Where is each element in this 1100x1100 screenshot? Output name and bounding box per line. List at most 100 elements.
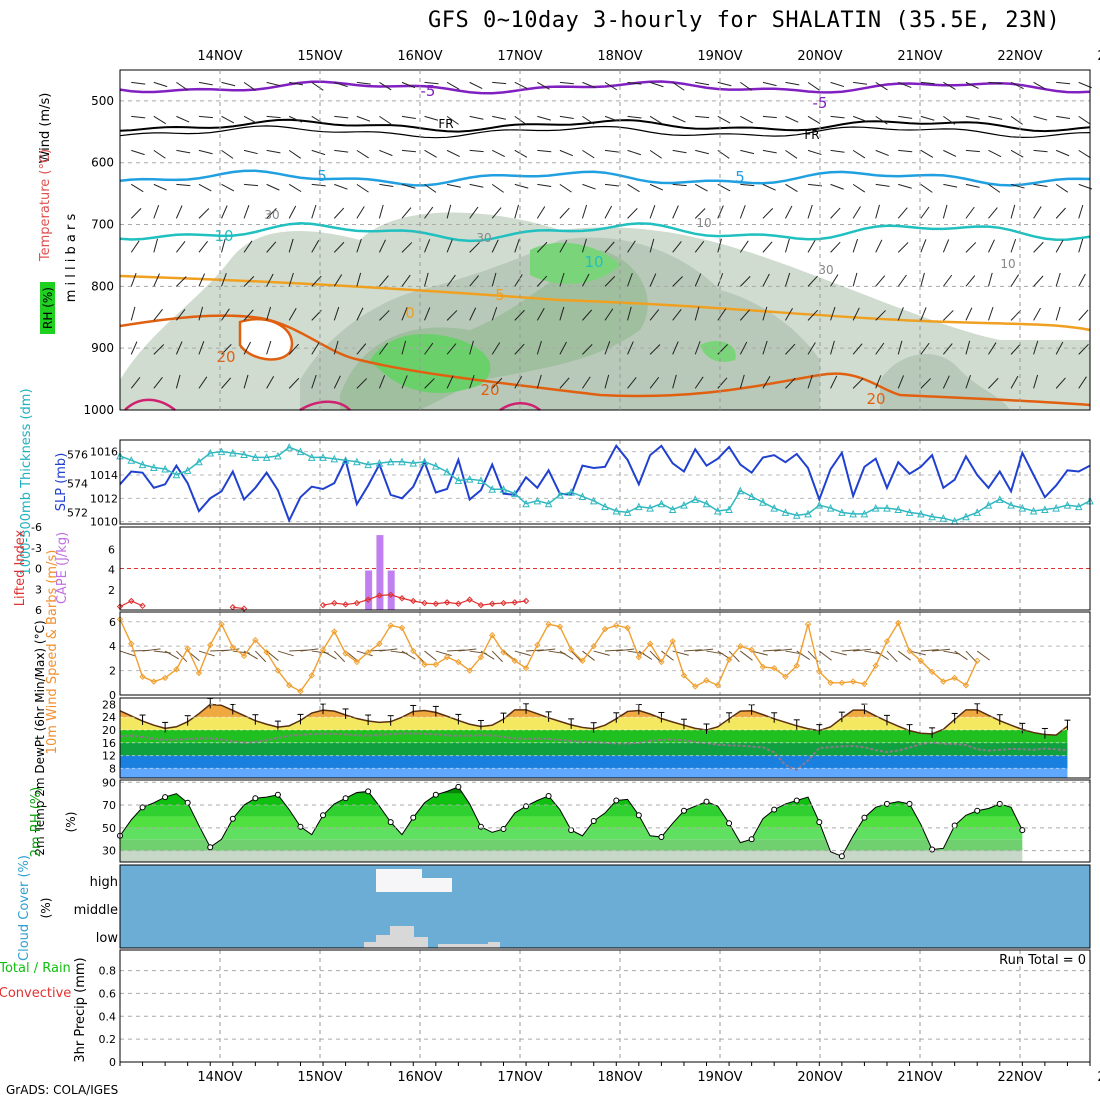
thickness-point [307, 453, 316, 461]
surface-wind-barb [424, 650, 437, 661]
thickness-point [646, 503, 654, 512]
wind-speed-point [782, 673, 789, 680]
wind-barb [1033, 340, 1039, 355]
wind-speed-point [669, 638, 676, 645]
wind-speed-point [116, 616, 124, 623]
precip-tick-label: 0.2 [99, 1033, 117, 1046]
lifted-index-line [322, 594, 527, 606]
wind-speed-point [353, 658, 361, 666]
wind-barb [446, 343, 457, 355]
wind-barb [739, 374, 745, 389]
wind-speed-point [534, 641, 541, 649]
surface-wind-barb [142, 648, 161, 652]
wind-barb [288, 308, 297, 321]
rh-point [229, 815, 236, 822]
wind-barb [378, 239, 386, 253]
cape-tick-label: 4 [108, 564, 115, 577]
thickness-point [984, 501, 993, 509]
wind-axis-label: 10m Wind Speed & Barbs (m/s) [45, 550, 60, 755]
wind-barb [446, 204, 452, 219]
wind-barb [401, 307, 408, 321]
temperature-band [120, 768, 1068, 778]
wind-barb [1010, 81, 1024, 90]
precip-frame [119, 949, 1091, 1063]
thickness-point [206, 448, 215, 457]
wind-barb [130, 377, 141, 389]
wind-barb [898, 149, 913, 153]
surface-wind-barb [593, 650, 610, 656]
lifted-index-point [511, 599, 518, 606]
wind-barb [965, 275, 976, 287]
wind-barb [830, 340, 835, 355]
rh-point [726, 820, 733, 827]
thickness-point [680, 501, 688, 509]
upper-air-frame [119, 69, 1091, 411]
wind-barb [469, 81, 483, 89]
thickness-point [725, 505, 733, 514]
wind-barb [1078, 343, 1089, 355]
wind-barb [266, 115, 281, 119]
temperature-tick-label: 20 [102, 724, 116, 737]
cape-bar [376, 535, 384, 610]
date-label-bottom: 18NOV [597, 1070, 642, 1085]
surface-wind-barb [976, 650, 990, 661]
rh-shading-region [530, 242, 620, 284]
date-label-top: 20NOV [797, 49, 842, 64]
wind-barb [537, 149, 552, 153]
surface-wind-barb [176, 650, 188, 663]
wind-speed-point [139, 673, 146, 680]
date-label-top: 21NOV [897, 49, 942, 64]
wind-barb [1033, 241, 1044, 253]
li-tick-label: -6 [31, 521, 42, 534]
wind-barb [897, 274, 907, 287]
wind-barb [424, 206, 434, 219]
contour-label: 10 [696, 216, 711, 230]
wind-barb [243, 309, 254, 321]
contour-label: 10 [1000, 257, 1015, 271]
wind-barb [875, 81, 888, 91]
wind-speed-point [861, 680, 868, 688]
wind-barb [627, 81, 642, 85]
wind-barb [559, 377, 570, 389]
wind-barb [582, 115, 595, 125]
wind-barb [807, 115, 821, 125]
wind-barb [830, 274, 839, 287]
wind-barb [897, 340, 903, 355]
wind-barb [920, 183, 933, 193]
date-label-top: 23NOV [1097, 49, 1100, 64]
wind-barb [830, 375, 838, 389]
wind-barb [785, 343, 796, 355]
rh-point [455, 783, 462, 790]
wind-barb [807, 204, 813, 219]
wind-barb [604, 81, 618, 91]
contour-label: 5 [317, 167, 327, 185]
wind-speed-point [827, 679, 834, 687]
wind-barb [694, 183, 708, 192]
wind-barb [424, 342, 434, 355]
lifted-index-point [455, 600, 462, 607]
wind-speed-point [387, 622, 394, 629]
surface-wind-barb [841, 649, 860, 652]
freezing-level-contour [119, 118, 1091, 133]
wind-barb [289, 81, 304, 86]
slp-tick-label: 1010 [90, 516, 118, 529]
thickness-point [939, 514, 948, 522]
wind-barb [1055, 341, 1064, 355]
wind-barb [446, 81, 460, 90]
wind-barb [198, 81, 213, 86]
wind-barb [266, 149, 281, 154]
wind-barb [221, 115, 235, 124]
rh-point [432, 791, 439, 798]
wind-barb [649, 273, 657, 287]
wind-barb [469, 206, 479, 219]
wind-speed-point [252, 636, 259, 644]
wind-barb [356, 149, 369, 159]
wind-barb [536, 241, 548, 253]
rh-point [410, 814, 417, 821]
wind-barb [762, 183, 776, 191]
lifted-index-point [139, 602, 146, 610]
wind-barb [401, 375, 408, 389]
wind-barb [401, 242, 413, 253]
rh-point [184, 799, 191, 806]
wind-barb [424, 81, 439, 85]
